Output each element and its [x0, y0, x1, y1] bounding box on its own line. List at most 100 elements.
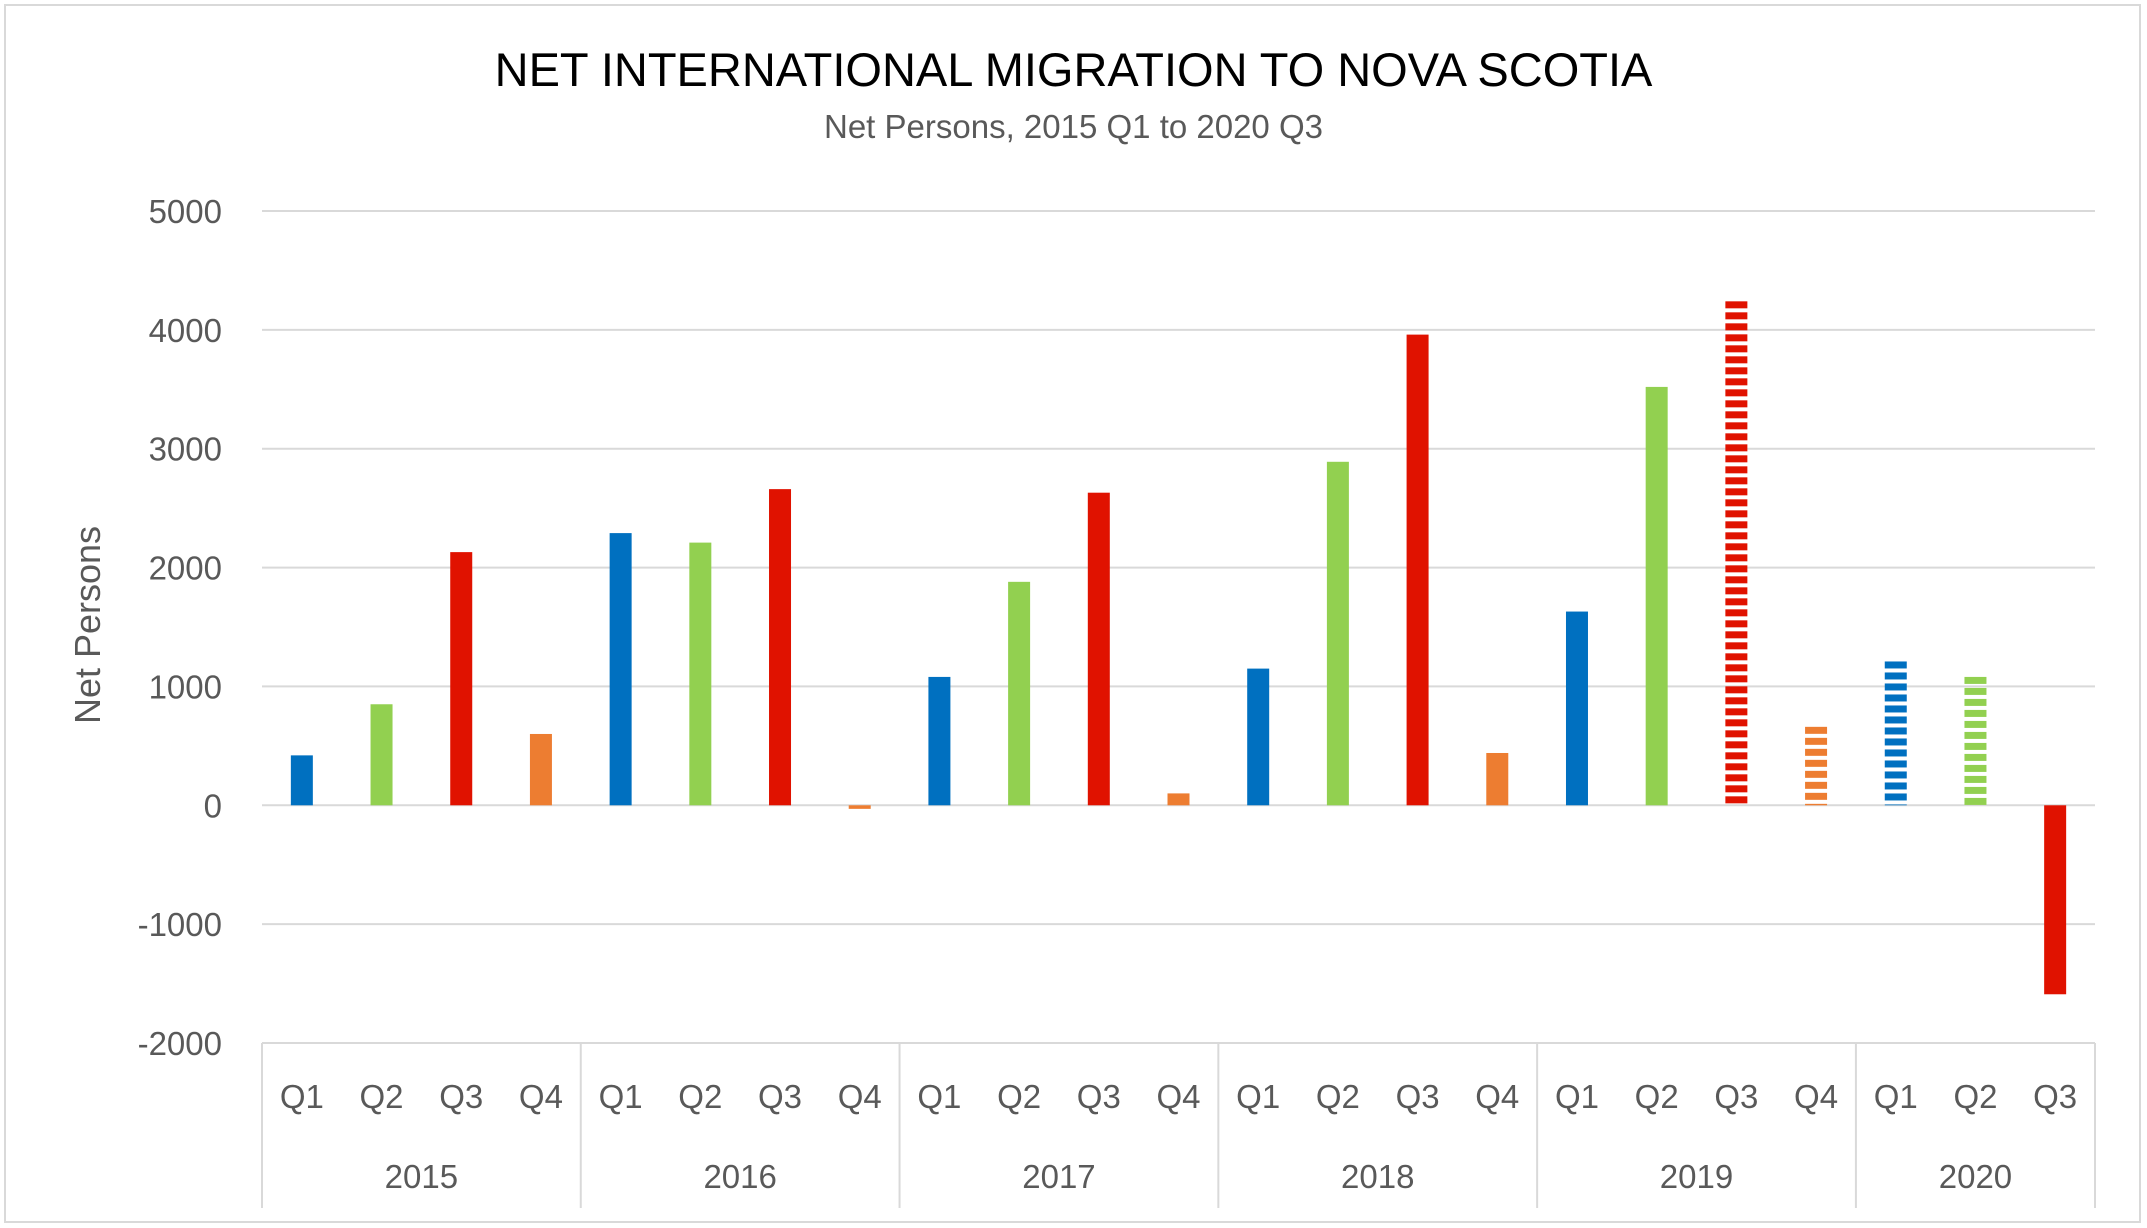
bar-stripe: [1805, 726, 1828, 734]
bar-stripe: [1725, 389, 1748, 397]
bar-stripe: [1725, 653, 1748, 661]
bar-stripe: [1725, 565, 1748, 573]
bar: [450, 552, 473, 806]
bar-stripe: [1725, 631, 1748, 639]
x-tick-label-quarter: Q1: [917, 1078, 961, 1115]
x-tick-label-quarter: Q2: [1316, 1078, 1360, 1115]
y-tick-label: -2000: [138, 1025, 222, 1062]
bar: [609, 533, 632, 806]
bar-stripe: [1725, 730, 1748, 738]
x-tick-label-quarter: Q4: [519, 1078, 563, 1115]
bar: [2044, 805, 2067, 995]
bar-stripe: [1964, 742, 1987, 750]
bar-stripe: [1964, 775, 1987, 783]
bar-stripe: [1725, 774, 1748, 782]
bar-stripe: [1725, 664, 1748, 672]
bar-stripe: [1964, 720, 1987, 728]
bar-stripe: [1884, 771, 1907, 779]
bar: [1326, 461, 1349, 806]
x-tick-label-quarter: Q3: [1396, 1078, 1440, 1115]
bar-stripe: [1725, 334, 1748, 342]
y-tick-label: 0: [204, 787, 222, 824]
bar-stripe: [1884, 727, 1907, 735]
bar-stripe: [1884, 672, 1907, 680]
bar-stripe: [1964, 676, 1987, 684]
x-tick-label-year: 2019: [1660, 1158, 1733, 1195]
bar-stripe: [1964, 709, 1987, 717]
bar-stripe: [1964, 797, 1987, 805]
bar: [848, 805, 871, 809]
bar-stripe: [1725, 642, 1748, 650]
bar-stripe: [1725, 620, 1748, 628]
x-tick-label-quarter: Q2: [1953, 1078, 1997, 1115]
bar: [1406, 334, 1429, 806]
bar-stripe: [1725, 598, 1748, 606]
bar-stripe: [1884, 760, 1907, 768]
bar-stripe: [1725, 422, 1748, 430]
bar: [1087, 492, 1110, 806]
bar-stripe: [1725, 576, 1748, 584]
x-tick-label-quarter: Q4: [1156, 1078, 1200, 1115]
bar-stripe: [1725, 510, 1748, 518]
bar: [1645, 386, 1668, 806]
bar-stripe: [1725, 466, 1748, 474]
bar-stripe: [1884, 694, 1907, 702]
bar-stripe: [1725, 532, 1748, 540]
bar-stripe: [1725, 345, 1748, 353]
x-tick-label-quarter: Q3: [1714, 1078, 1758, 1115]
bar-stripe: [1725, 378, 1748, 386]
bar-stripe: [1725, 587, 1748, 595]
x-tick-label-year: 2020: [1939, 1158, 2012, 1195]
bar-stripe: [1964, 731, 1987, 739]
x-tick-label-year: 2018: [1341, 1158, 1414, 1195]
bar-stripe: [1725, 477, 1748, 485]
bar: [529, 733, 552, 806]
bar-stripe: [1725, 367, 1748, 375]
bar-stripe: [1725, 708, 1748, 716]
bar-stripe: [1884, 804, 1907, 806]
bar-stripe: [1884, 749, 1907, 757]
bar-stripe: [1964, 786, 1987, 794]
bar: [290, 755, 313, 806]
bar-stripe: [1725, 796, 1748, 804]
bar-stripe: [1884, 683, 1907, 691]
bar-stripe: [1725, 499, 1748, 507]
x-tick-label-quarter: Q1: [280, 1078, 324, 1115]
x-tick-label-quarter: Q2: [678, 1078, 722, 1115]
bar-stripe: [1725, 301, 1748, 309]
bar-stripe: [1725, 543, 1748, 551]
x-tick-label-quarter: Q3: [1077, 1078, 1121, 1115]
bar-stripe: [1725, 521, 1748, 529]
bar-stripe: [1725, 356, 1748, 364]
bar-stripe: [1725, 433, 1748, 441]
bar: [1486, 752, 1509, 806]
bar-stripe: [1805, 792, 1828, 800]
x-tick-label-quarter: Q3: [439, 1078, 483, 1115]
bar-stripe: [1964, 687, 1987, 695]
chart-title: NET INTERNATIONAL MIGRATION TO NOVA SCOT…: [494, 43, 1653, 96]
bar-stripe: [1725, 686, 1748, 694]
bar-dashed: [1725, 301, 1748, 804]
bar-stripe: [1725, 752, 1748, 760]
y-tick-label: 3000: [149, 431, 222, 468]
bar-stripe: [1725, 675, 1748, 683]
x-tick-label-quarter: Q2: [1635, 1078, 1679, 1115]
bar-stripe: [1884, 738, 1907, 746]
x-tick-label-quarter: Q2: [360, 1078, 404, 1115]
bar-stripe: [1725, 323, 1748, 331]
x-tick-label-year: 2016: [703, 1158, 776, 1195]
y-tick-label: 1000: [149, 668, 222, 705]
bar: [1247, 668, 1270, 806]
bar-stripe: [1725, 400, 1748, 408]
bar-stripe: [1725, 488, 1748, 496]
chart-frame: [4, 4, 2141, 1223]
x-tick-label-year: 2015: [385, 1158, 458, 1195]
bar: [928, 676, 951, 806]
x-tick-label-quarter: Q4: [1475, 1078, 1519, 1115]
x-tick-label-quarter: Q1: [599, 1078, 643, 1115]
bar: [769, 489, 792, 806]
bar-stripe: [1884, 705, 1907, 713]
bar-stripe: [1805, 748, 1828, 756]
